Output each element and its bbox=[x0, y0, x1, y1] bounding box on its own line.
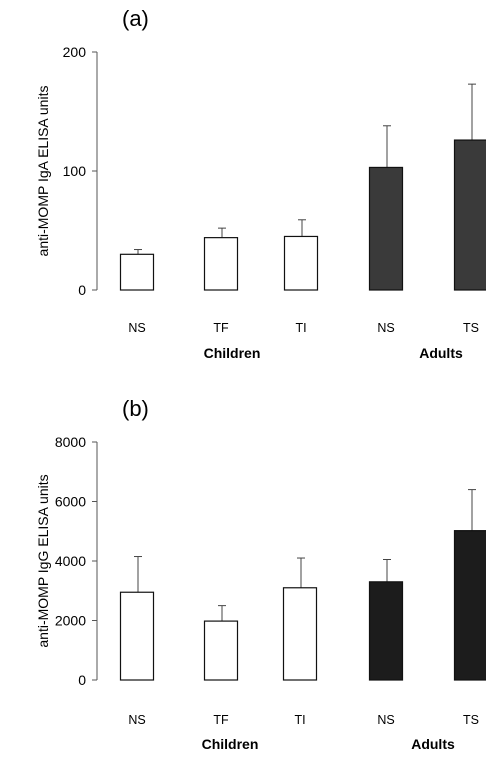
bar bbox=[203, 237, 239, 291]
x-category-label: TF bbox=[213, 321, 229, 335]
x-category-label: TS bbox=[463, 321, 479, 335]
y-tick-label: 0 bbox=[78, 672, 86, 688]
bar bbox=[368, 581, 404, 681]
x-category-label: TI bbox=[294, 713, 305, 727]
x-category-label: NS bbox=[377, 713, 394, 727]
panel-label: (a) bbox=[122, 6, 149, 31]
panel-label: (b) bbox=[122, 396, 149, 421]
y-tick-label: 8000 bbox=[55, 434, 86, 450]
x-category-label: TI bbox=[295, 321, 306, 335]
panel-b-chart: (b) 0 2000 4000 6000 8000 anti-MOMP IgG ELISA … bbox=[35, 396, 486, 752]
y-tick-label: 6000 bbox=[55, 494, 86, 510]
bar bbox=[283, 235, 319, 291]
x-group-label: Adults bbox=[411, 736, 455, 752]
bar bbox=[119, 591, 155, 681]
y-tick-label: 200 bbox=[63, 44, 87, 60]
bar bbox=[282, 587, 318, 681]
y-axis-label: anti-MOMP IgA ELISA units bbox=[35, 86, 51, 257]
panel-a-chart: (a) 0 100 200 anti-MOMP IgA ELISA units NS TF T… bbox=[35, 6, 486, 361]
x-group-label: Children bbox=[204, 345, 261, 361]
y-tick-label: 4000 bbox=[55, 553, 86, 569]
y-axis-label: anti-MOMP IgG ELISA units bbox=[35, 474, 51, 647]
bar bbox=[368, 166, 404, 291]
bar bbox=[203, 620, 239, 681]
y-tick-label: 0 bbox=[78, 282, 86, 298]
x-category-label: NS bbox=[128, 713, 145, 727]
x-category-label: TS bbox=[463, 713, 479, 727]
bar bbox=[453, 139, 486, 291]
bar bbox=[119, 253, 155, 291]
x-group-label: Adults bbox=[419, 345, 463, 361]
x-category-label: NS bbox=[128, 321, 145, 335]
y-tick-label: 2000 bbox=[55, 613, 86, 629]
bar bbox=[453, 530, 486, 681]
x-category-label: TF bbox=[213, 713, 229, 727]
x-category-label: NS bbox=[377, 321, 394, 335]
x-group-label: Children bbox=[202, 736, 259, 752]
y-tick-label: 100 bbox=[63, 163, 87, 179]
